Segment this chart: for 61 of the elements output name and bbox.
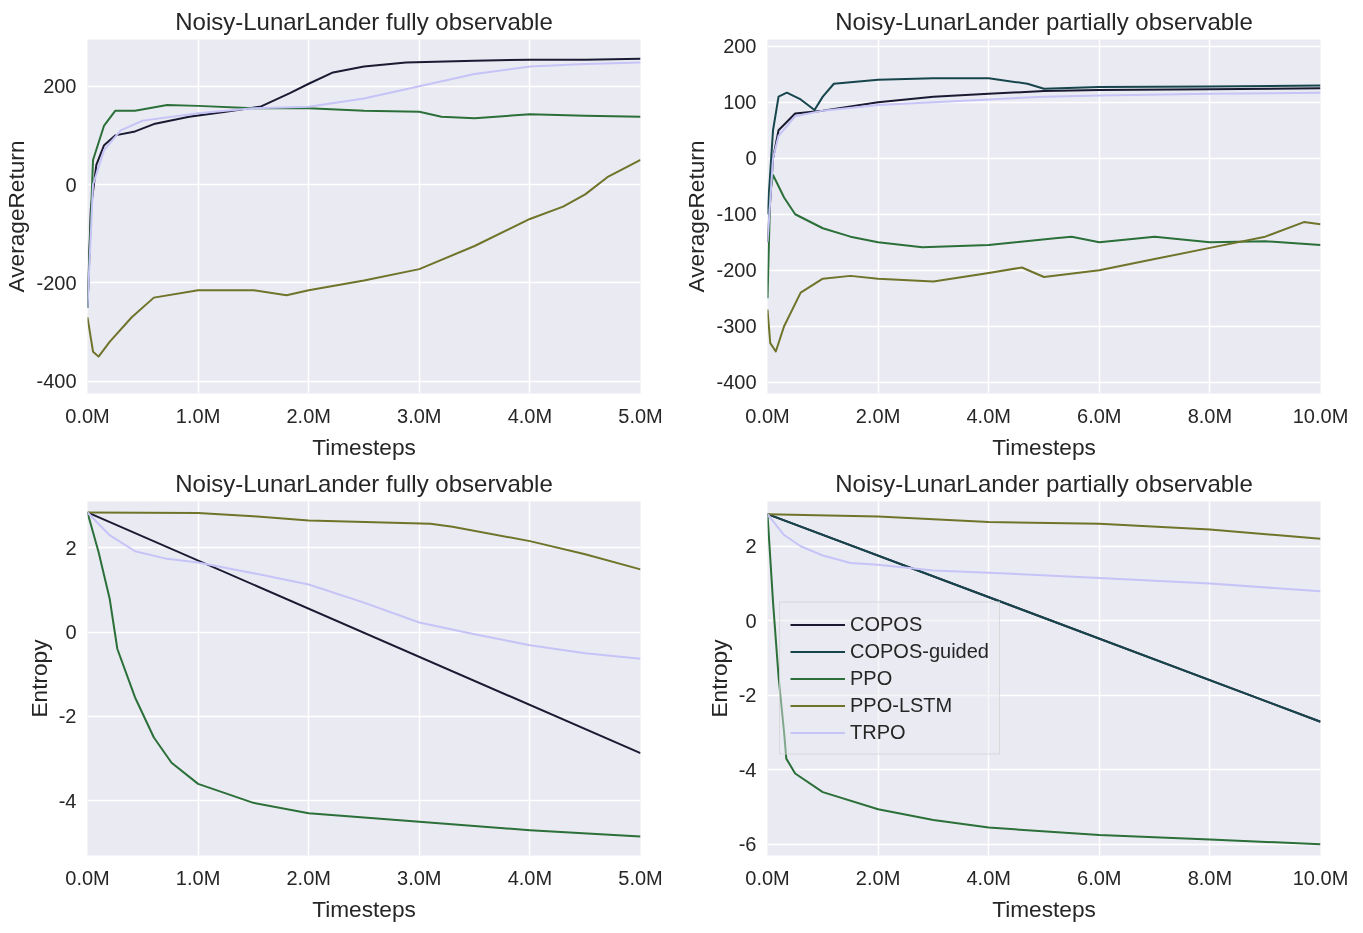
y-tick-label: 200 bbox=[723, 35, 757, 58]
y-tick-label: 200 bbox=[43, 75, 77, 98]
x-tick-label: 2.0M bbox=[855, 404, 901, 427]
y-axis-title: Entropy bbox=[705, 638, 732, 718]
legend-label: PPO-LSTM bbox=[850, 693, 953, 717]
x-tick-label: 5.0M bbox=[618, 866, 663, 889]
chart-title: Noisy-LunarLander fully observable bbox=[175, 7, 553, 35]
x-tick-label: 0.0M bbox=[745, 866, 790, 889]
x-tick-label: 10.0M bbox=[1292, 404, 1349, 427]
x-tick-label: 8.0M bbox=[1187, 866, 1233, 889]
y-tick-label: -400 bbox=[716, 371, 757, 394]
x-tick-label: 2.0M bbox=[286, 404, 331, 427]
y-tick-label: -400 bbox=[36, 370, 77, 393]
x-tick-label: 0.0M bbox=[745, 404, 790, 427]
x-axis-title: Timesteps bbox=[312, 895, 416, 922]
y-tick-label: -300 bbox=[716, 315, 757, 338]
y-tick-label: -2 bbox=[58, 705, 77, 728]
y-tick-label: 0 bbox=[745, 147, 757, 170]
y-tick-label: -200 bbox=[36, 271, 77, 294]
legend-label: COPOS-guided bbox=[850, 639, 989, 663]
y-tick-label: -2 bbox=[738, 684, 757, 707]
y-tick-label: 2 bbox=[65, 536, 77, 559]
y-tick-label: 0 bbox=[65, 173, 77, 196]
x-tick-label: 2.0M bbox=[855, 866, 901, 889]
y-tick-label: -4 bbox=[58, 789, 77, 812]
y-axis-title: AverageReturn bbox=[3, 140, 30, 293]
y-tick-label: 0 bbox=[745, 609, 757, 632]
y-tick-label: -200 bbox=[716, 259, 757, 282]
y-axis-title: AverageReturn bbox=[683, 140, 710, 293]
x-tick-label: 4.0M bbox=[507, 404, 553, 427]
y-tick-label: -100 bbox=[716, 203, 757, 226]
y-tick-label: -4 bbox=[738, 758, 757, 781]
x-tick-label: 1.0M bbox=[175, 866, 221, 889]
x-tick-label: 0.0M bbox=[65, 866, 110, 889]
x-tick-label: 4.0M bbox=[966, 404, 1011, 427]
legend-label: PPO bbox=[850, 666, 893, 690]
x-tick-label: 8.0M bbox=[1187, 404, 1233, 427]
x-tick-label: 6.0M bbox=[1077, 404, 1122, 427]
x-tick-label: 4.0M bbox=[507, 866, 553, 889]
y-tick-label: 100 bbox=[723, 91, 757, 114]
x-tick-label: 4.0M bbox=[966, 866, 1011, 889]
chart-title: Noisy-LunarLander fully observable bbox=[175, 469, 553, 497]
x-tick-label: 1.0M bbox=[175, 404, 221, 427]
x-axis-title: Timesteps bbox=[312, 433, 416, 460]
chart-title: Noisy-LunarLander partially observable bbox=[835, 469, 1253, 497]
legend-label: COPOS bbox=[850, 612, 923, 636]
x-tick-label: 10.0M bbox=[1292, 866, 1349, 889]
y-axis-title: Entropy bbox=[25, 638, 52, 718]
x-tick-label: 0.0M bbox=[65, 404, 110, 427]
y-tick-label: -6 bbox=[738, 833, 757, 856]
x-tick-label: 2.0M bbox=[286, 866, 331, 889]
x-tick-label: 3.0M bbox=[397, 866, 442, 889]
legend-label: TRPO bbox=[850, 720, 906, 744]
chart-title: Noisy-LunarLander partially observable bbox=[835, 7, 1253, 35]
x-tick-label: 3.0M bbox=[397, 404, 442, 427]
x-axis-title: Timesteps bbox=[992, 433, 1096, 460]
y-tick-label: 0 bbox=[65, 621, 77, 644]
x-tick-label: 6.0M bbox=[1077, 866, 1122, 889]
x-axis-title: Timesteps bbox=[992, 895, 1096, 922]
x-tick-label: 5.0M bbox=[618, 404, 663, 427]
y-tick-label: 2 bbox=[745, 535, 757, 558]
